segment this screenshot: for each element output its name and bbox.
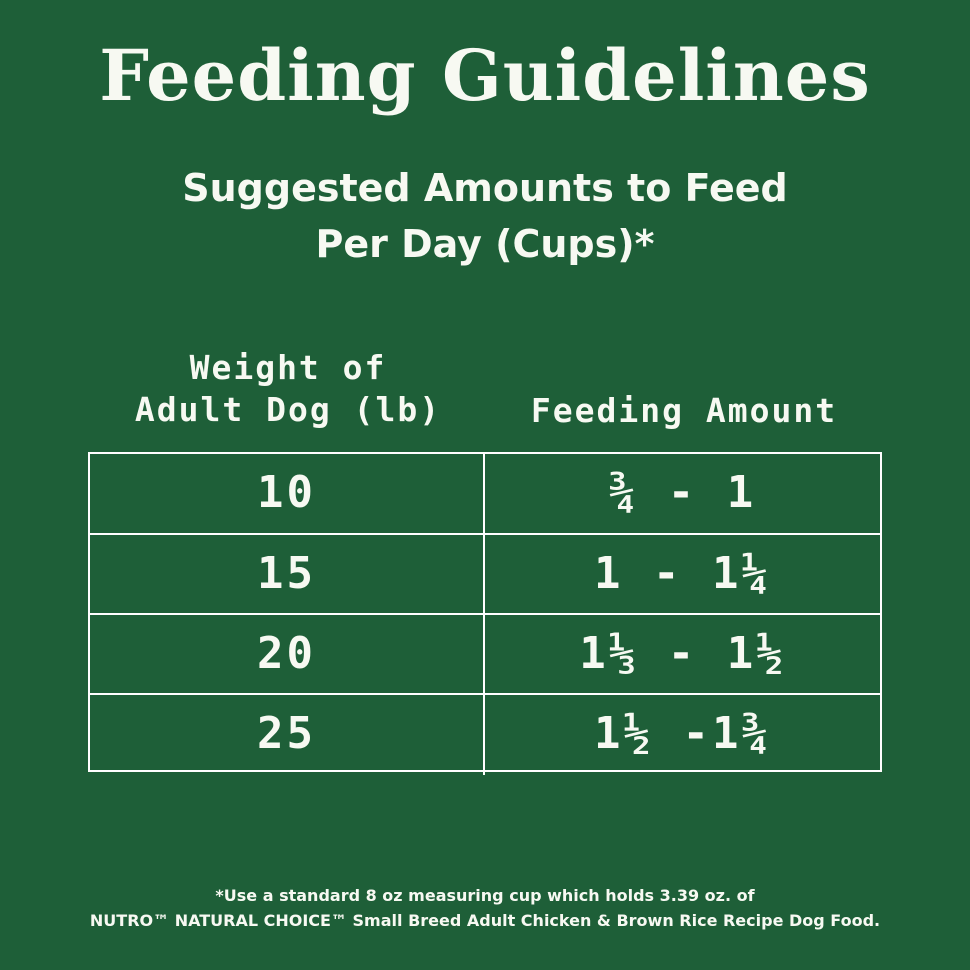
weight-cell: 15	[90, 535, 485, 615]
footnote-line-1: *Use a standard 8 oz measuring cup which…	[215, 886, 755, 905]
column-header-weight-line-2: Adult Dog (lb)	[134, 390, 442, 429]
column-header-weight: Weight of Adult Dog (lb)	[100, 347, 476, 431]
weight-cell: 10	[90, 454, 485, 534]
subtitle: Suggested Amounts to Feed Per Day (Cups)…	[0, 160, 970, 272]
amount-cell: ¾ - 1	[608, 467, 757, 518]
column-header-amount: Feeding Amount	[530, 391, 838, 430]
amount-cell: 1½ -1¾	[594, 708, 771, 759]
table-row: 20 1⅓ - 1½	[90, 613, 880, 695]
column-header-weight-line-1: Weight of	[189, 348, 387, 387]
page-title: Feeding Guidelines	[99, 34, 871, 117]
footnote-line-2: NUTRO™ NATURAL CHOICE™ Small Breed Adult…	[89, 911, 881, 930]
table-row: 15 1 - 1¼	[90, 533, 880, 615]
subtitle-line-1: Suggested Amounts to Feed	[182, 166, 788, 210]
footnote: *Use a standard 8 oz measuring cup which…	[0, 883, 970, 933]
weight-cell: 25	[90, 695, 485, 775]
amount-cell: 1⅓ - 1½	[579, 628, 786, 679]
table-row: 25 1½ -1¾	[90, 693, 880, 775]
amount-cell: 1 - 1¼	[594, 548, 771, 599]
subtitle-line-2: Per Day (Cups)*	[315, 222, 655, 266]
weight-cell: 20	[90, 615, 485, 695]
feeding-table: 10 ¾ - 1 15 1 - 1¼ 20 1⅓ - 1½ 25 1½ -1¾	[88, 452, 882, 775]
table-row: 10 ¾ - 1	[90, 454, 880, 534]
